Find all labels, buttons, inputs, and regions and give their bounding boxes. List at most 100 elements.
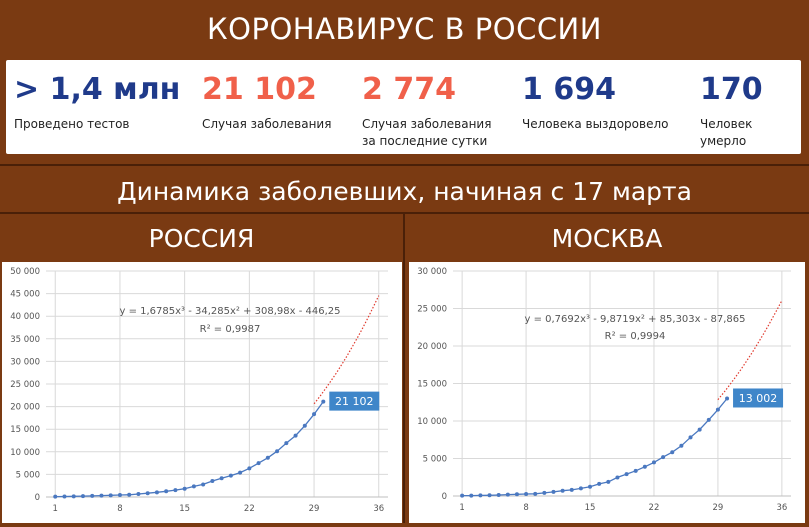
data-point [624, 472, 629, 477]
data-point [597, 481, 602, 486]
data-point [256, 461, 261, 466]
data-point [533, 491, 538, 496]
stat-label-line: за последние сутки [362, 134, 488, 148]
trend-r2: R² = 0,9994 [605, 331, 666, 342]
data-point [210, 478, 215, 483]
divider [0, 164, 809, 166]
data-point [293, 433, 298, 438]
data-point [670, 450, 675, 455]
data-point [661, 455, 666, 460]
data-point [725, 396, 730, 401]
data-point [524, 492, 529, 497]
data-point [228, 473, 233, 478]
data-point [312, 412, 317, 417]
data-point [505, 492, 510, 497]
trendline [313, 295, 380, 405]
series-line [462, 398, 728, 497]
data-point [99, 493, 104, 498]
data-point [460, 493, 465, 498]
data-point [551, 489, 556, 494]
data-point [90, 493, 95, 498]
y-tick-label: 0 [442, 492, 447, 502]
trend-equation: y = 1,6785x³ - 34,285x² + 308,98x - 446,… [119, 306, 340, 317]
stat-value: 1 694 [522, 72, 616, 107]
stat-tests: > 1,4 млн Проведено тестов [14, 70, 180, 133]
section-subtitle: Динамика заболевших, начиная с 17 марта [117, 176, 692, 206]
y-tick-label: 30 000 [417, 267, 447, 277]
stat-value: > 1,4 млн [14, 72, 181, 107]
x-tick-label: 29 [713, 503, 724, 513]
data-point [53, 494, 58, 499]
data-point [642, 464, 647, 469]
chart-moscow: 0 5 000 10 000 15 000 20 000 25 000 30 000 1 8 15… [409, 262, 805, 523]
data-point [633, 468, 638, 473]
stat-label-line: Случая заболевания [362, 117, 492, 131]
page-title: КОРОНАВИРУС В РОССИИ [207, 12, 602, 46]
divider [0, 212, 809, 214]
data-point [275, 449, 280, 454]
chart-russia: 0 5 000 10 000 15 000 20 000 25 000 30 000 35 0… [2, 262, 402, 523]
stat-daily-cases: 2 774 Случая заболевания за последние су… [362, 70, 491, 150]
data-point [182, 486, 187, 491]
x-tick-label: 1 [459, 503, 464, 513]
y-tick-label: 15 000 [10, 425, 40, 435]
stat-label: Случая заболевания [202, 117, 332, 131]
data-point [487, 493, 492, 498]
data-point [615, 475, 620, 480]
y-tick-label: 25 000 [10, 380, 40, 390]
y-tick-label: 35 000 [10, 335, 40, 345]
data-point [469, 493, 474, 498]
region-title-russia: РОССИЯ [148, 223, 255, 253]
stat-label: Проведено тестов [14, 117, 130, 131]
data-point [154, 490, 159, 495]
data-point [191, 484, 196, 489]
data-point [688, 435, 693, 440]
data-point [284, 441, 289, 446]
callout-box [733, 388, 784, 408]
data-point [201, 482, 206, 487]
callout-label: 21 102 [335, 395, 374, 408]
y-tick-label: 50 000 [10, 267, 40, 277]
data-point [697, 427, 702, 432]
y-tick-label: 10 000 [417, 417, 447, 427]
x-tick-label: 8 [117, 504, 122, 514]
x-tick-label: 22 [649, 503, 660, 513]
chart-moscow-svg: 0 5 000 10 000 15 000 20 000 25 000 30 000 1 8 15… [417, 267, 791, 513]
trendline [717, 300, 783, 401]
data-point [560, 488, 565, 493]
callout-box [329, 391, 380, 411]
chart-russia-svg: 0 5 000 10 000 15 000 20 000 25 000 30 000 35 0… [10, 267, 388, 514]
y-tick-label: 25 000 [417, 305, 447, 315]
data-point [265, 455, 270, 460]
data-point [71, 494, 76, 499]
y-tick-label: 40 000 [10, 312, 40, 322]
x-tick-label: 15 [179, 504, 190, 514]
stats-panel: > 1,4 млн Проведено тестов 21 102 Случая… [6, 60, 801, 154]
data-point [651, 460, 656, 465]
divider-vertical [403, 214, 405, 523]
trend-equation: y = 0,7692x³ - 9,8719x² + 85,303x - 87,8… [524, 314, 745, 325]
data-point [321, 399, 326, 404]
data-point [478, 493, 483, 498]
y-tick-label: 10 000 [10, 448, 40, 458]
y-tick-label: 5 000 [16, 470, 40, 480]
y-tick-label: 5 000 [423, 455, 447, 465]
y-tick-label: 20 000 [10, 403, 40, 413]
y-tick-label: 20 000 [417, 342, 447, 352]
data-point [108, 493, 113, 498]
data-point [173, 488, 178, 493]
data-point [679, 443, 684, 448]
stat-cases: 21 102 Случая заболевания [202, 70, 331, 133]
data-point [514, 492, 519, 497]
data-point [164, 489, 169, 494]
callout-label: 13 002 [739, 392, 778, 405]
data-point [569, 487, 574, 492]
x-tick-label: 8 [523, 503, 528, 513]
trend-r2: R² = 0,9987 [200, 324, 261, 335]
data-point [136, 492, 141, 497]
y-tick-label: 0 [35, 493, 40, 503]
y-tick-label: 45 000 [10, 290, 40, 300]
x-tick-label: 36 [776, 503, 787, 513]
data-point [127, 492, 132, 497]
y-tick-label: 15 000 [417, 380, 447, 390]
